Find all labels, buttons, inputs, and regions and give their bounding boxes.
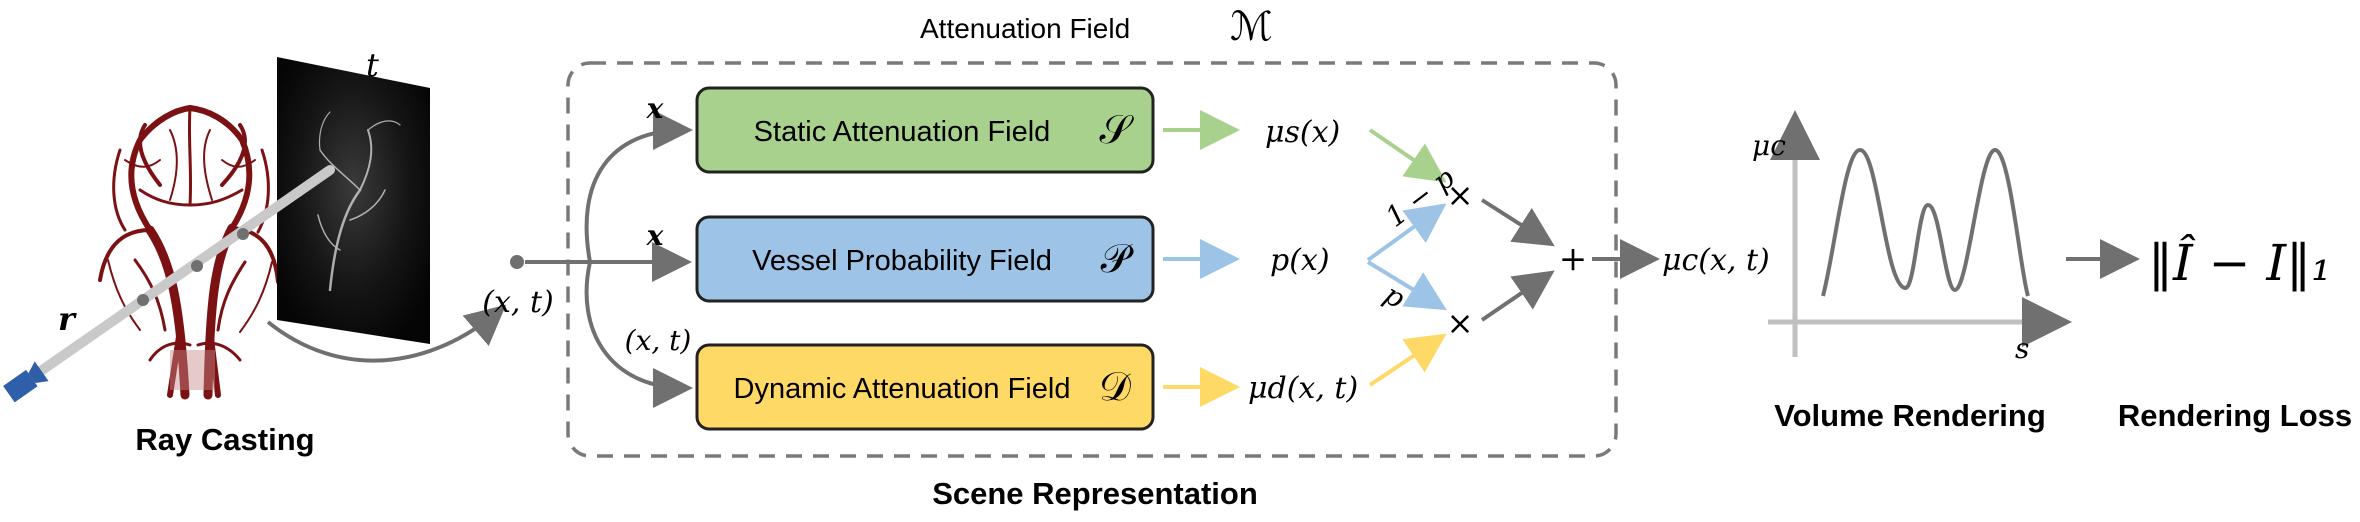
- weight-top-arrow: [1366, 203, 1447, 262]
- sample-point: [191, 260, 203, 272]
- dynamic-field-box: Dynamic Attenuation Field 𝒟: [695, 343, 1155, 431]
- volume-rendering-plot: μc s Volume Rendering: [1752, 110, 2072, 433]
- vessel-field-label: Vessel Probability Field: [752, 245, 1052, 277]
- ray-line: [20, 165, 335, 387]
- ray-casting-label: Ray Casting: [135, 422, 314, 457]
- vessel-output-label: p(x): [1270, 243, 1330, 278]
- weight-bottom-label: p: [1379, 277, 1411, 315]
- weight-bottom-arrow: [1366, 260, 1447, 311]
- static-field-symbol: 𝒮: [1100, 107, 1135, 153]
- attenuation-field-box: [566, 61, 1618, 458]
- add-operator: +: [1559, 239, 1588, 279]
- static-field-label: Static Attenuation Field: [754, 116, 1051, 148]
- attenuation-field-title: Attenuation Field: [920, 13, 1130, 44]
- dynamic-input-arrow: [584, 261, 693, 408]
- dynamic-output-label: μd(x, t): [1248, 371, 1358, 406]
- multiply-top-to-add-arrow: [1480, 198, 1555, 247]
- volume-rendering-label: Volume Rendering: [1774, 398, 2046, 433]
- vessel-field-box: Vessel Probability Field 𝒫: [695, 215, 1155, 303]
- sample-point: [237, 228, 249, 240]
- dynamic-input-label: (x, t): [625, 324, 692, 357]
- attenuation-curve: [1821, 147, 2030, 297]
- projection-vessels: [317, 111, 401, 292]
- rendering-loss-formula: ‖Î − I‖₁: [2148, 233, 2331, 292]
- dynamic-field-label: Dynamic Attenuation Field: [734, 373, 1071, 405]
- vessel-field-symbol: 𝒫: [1101, 236, 1134, 282]
- y-axis-label: μc: [1752, 129, 1786, 162]
- rendering-loss-label: Rendering Loss: [2118, 398, 2352, 433]
- input-point-label: (x, t): [482, 285, 553, 320]
- multiply-top-operator: ×: [1447, 176, 1474, 214]
- dynamic-field-symbol: 𝒟: [1099, 364, 1131, 410]
- x-axis-label: s: [2015, 332, 2029, 365]
- static-input-arrow: [584, 110, 693, 263]
- ray-casting-illustration: t r Ray Casting: [3, 46, 507, 457]
- ray-symbol: r: [58, 300, 77, 338]
- vessel-input-label: x: [646, 219, 664, 252]
- ray-to-point-arrow: [266, 304, 507, 363]
- time-symbol: t: [366, 46, 379, 84]
- static-input-label: x: [646, 92, 664, 125]
- multiply-bottom-operator: ×: [1447, 304, 1474, 342]
- static-field-box: Static Attenuation Field 𝒮: [695, 86, 1155, 174]
- static-to-multiply-arrow: [1368, 128, 1447, 183]
- attenuation-field-symbol: ℳ: [1230, 4, 1273, 50]
- dynamic-to-multiply-arrow: [1368, 333, 1447, 387]
- camera-icon: [3, 361, 49, 403]
- vessel-tree-icon: [98, 105, 280, 400]
- combined-output-label: μc(x, t): [1662, 243, 1770, 278]
- multiply-bottom-to-add-arrow: [1480, 270, 1555, 322]
- input-point: [510, 255, 524, 269]
- static-output-label: μs(x): [1265, 115, 1340, 150]
- sample-point: [137, 294, 149, 306]
- scene-representation-label: Scene Representation: [932, 476, 1258, 511]
- neck-highlight: [170, 350, 215, 390]
